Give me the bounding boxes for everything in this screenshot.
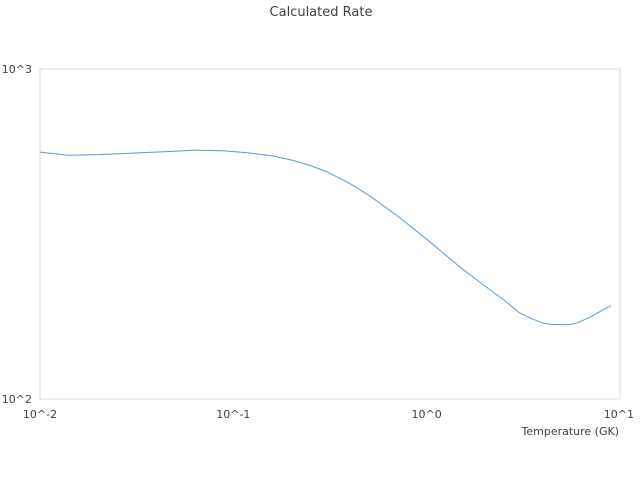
series-line <box>39 149 612 326</box>
plot-area <box>39 68 621 400</box>
x-tick-label: 10^0 <box>412 408 442 421</box>
series-layer <box>39 149 612 326</box>
x-tick-label: 10^1 <box>604 408 634 421</box>
y-axis-ticks: 10^2 10^3 <box>2 63 32 406</box>
x-tick-label: 10^-2 <box>23 408 57 421</box>
x-axis-ticks: 10^-2 10^-1 10^0 10^1 <box>23 408 634 421</box>
x-tick-label: 10^-1 <box>216 408 250 421</box>
chart-title: Calculated Rate <box>270 5 373 20</box>
y-tick-label: 10^3 <box>2 63 32 76</box>
y-tick-label: 10^2 <box>2 393 32 406</box>
x-axis-label: Temperature (GK) <box>521 425 620 438</box>
